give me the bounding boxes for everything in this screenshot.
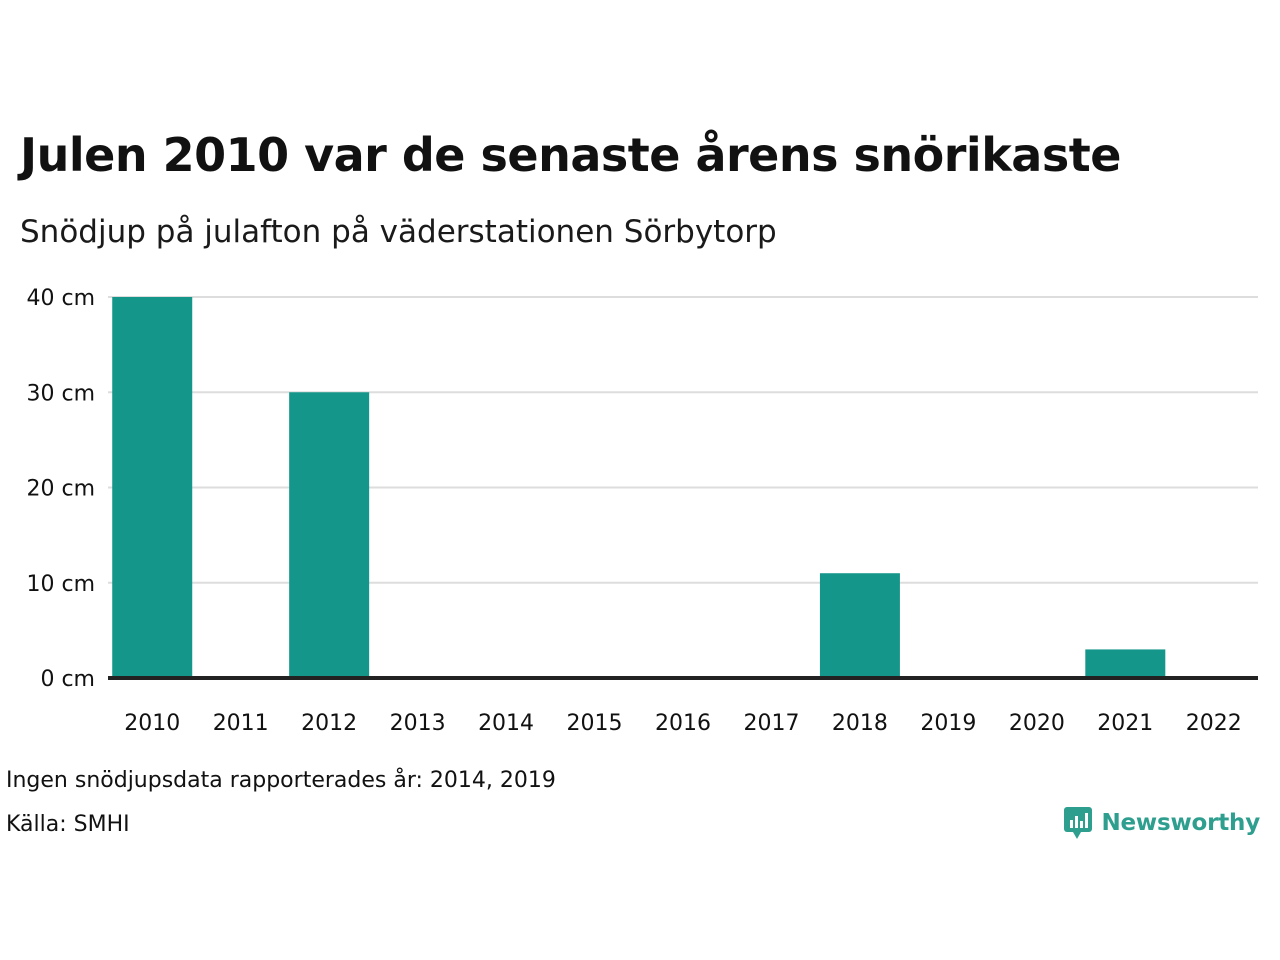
bar <box>112 297 193 678</box>
x-tick-label: 2016 <box>655 711 711 736</box>
y-tick-label: 20 cm <box>26 477 95 502</box>
brand-logo: Newsworthy <box>1063 806 1260 840</box>
x-tick-label: 2020 <box>1009 711 1065 736</box>
x-tick-label: 2011 <box>213 711 269 736</box>
x-tick-label: 2021 <box>1097 711 1153 736</box>
source-note: Källa: SMHI <box>6 812 130 837</box>
y-tick-label: 40 cm <box>26 286 95 311</box>
y-tick-label: 10 cm <box>26 572 95 597</box>
bar <box>289 392 370 678</box>
x-tick-label: 2019 <box>920 711 976 736</box>
x-tick-label: 2022 <box>1186 711 1242 736</box>
bar <box>1085 649 1166 678</box>
x-tick-label: 2014 <box>478 711 534 736</box>
x-tick-label: 2013 <box>390 711 446 736</box>
x-tick-label: 2012 <box>301 711 357 736</box>
bar <box>819 573 900 678</box>
x-tick-label: 2018 <box>832 711 888 736</box>
y-tick-label: 0 cm <box>40 667 95 692</box>
y-tick-label: 30 cm <box>26 381 95 406</box>
brand-name: Newsworthy <box>1101 810 1260 836</box>
bar-chart: 0 cm 10 cm 20 cm 30 cm 40 cm 2010 2011 2012 2013… <box>26 286 1258 736</box>
x-tick-label: 2017 <box>743 711 799 736</box>
x-tick-label: 2010 <box>124 711 180 736</box>
chart-subtitle: Snödjup på julafton på väderstationen Sö… <box>20 214 777 250</box>
missing-data-note: Ingen snödjupsdata rapporterades år: 201… <box>6 768 556 793</box>
x-tick-label: 2015 <box>567 711 623 736</box>
chart-title: Julen 2010 var de senaste årens snörikas… <box>20 128 1121 182</box>
chart-bubble-icon <box>1064 807 1093 839</box>
